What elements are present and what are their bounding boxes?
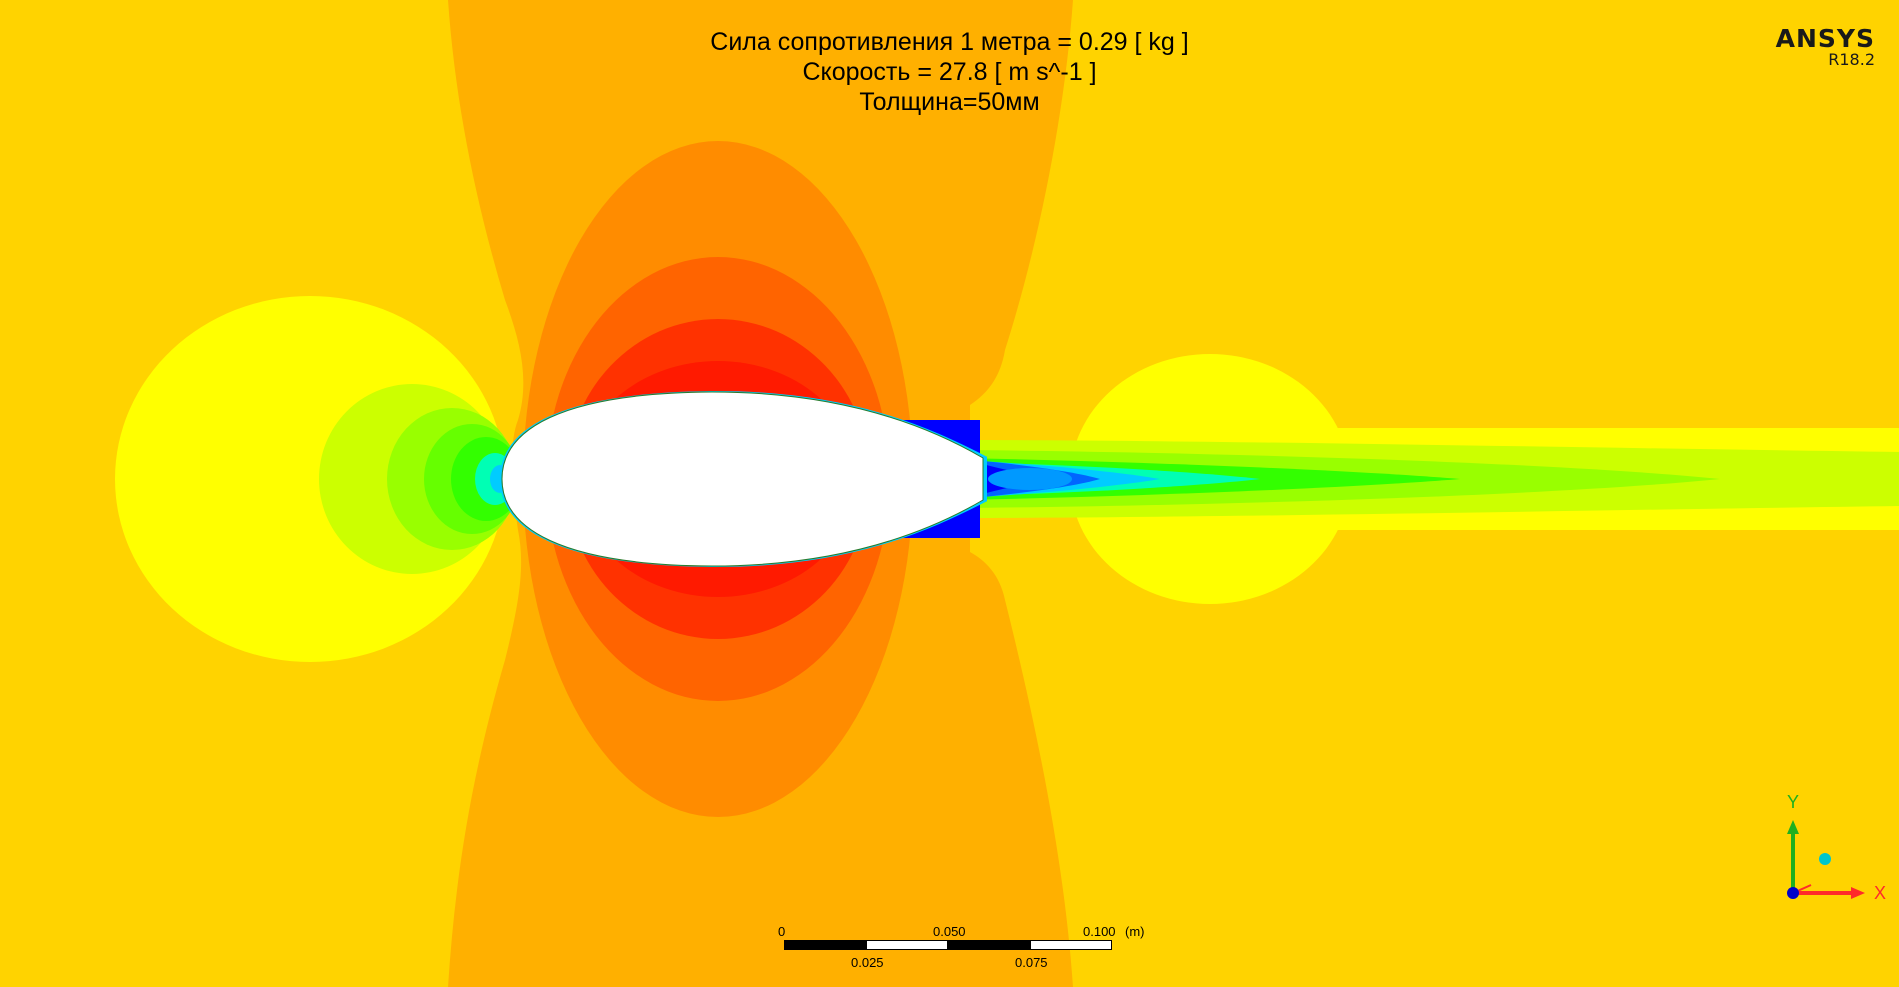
contour-wake-core: [988, 468, 1072, 490]
scale-label-0: 0: [778, 924, 786, 939]
scale-segment-4: [1030, 940, 1112, 950]
scale-segment-3: [948, 940, 1030, 950]
simulation-annotation: Сила сопротивления 1 метра = 0.29 [ kg ]…: [0, 27, 1899, 117]
scale-segment-2: [866, 940, 948, 950]
scale-label-0100: 0.100: [1083, 924, 1116, 939]
scale-label-0025: 0.025: [851, 955, 884, 970]
axis-triad[interactable]: Y X: [1765, 790, 1887, 910]
scale-label-0075: 0.075: [1015, 955, 1048, 970]
x-axis-label: X: [1874, 883, 1887, 903]
z-axis-indicator: [1819, 853, 1831, 865]
ansys-brand-text: ANSYS: [1775, 24, 1875, 53]
ansys-logo: ANSYS R18.2: [1776, 26, 1875, 68]
x-axis-arrow-head: [1851, 887, 1865, 899]
ansys-version-text: R18.2: [1828, 50, 1875, 69]
thickness-label: Толщина=50мм: [859, 88, 1040, 116]
drag-force-label: Сила сопротивления 1 метра = 0.29 [ kg ]: [710, 28, 1189, 56]
triad-graphic: [1787, 820, 1865, 899]
triad-origin: [1787, 887, 1799, 899]
scale-bar: 0 0.050 0.100 (m) 0.025 0.075: [778, 922, 1145, 982]
y-axis-arrow-head: [1787, 820, 1799, 834]
velocity-label: Скорость = 27.8 [ m s^-1 ]: [802, 58, 1097, 86]
scale-segment-1: [784, 940, 866, 950]
y-axis-label: Y: [1787, 792, 1800, 812]
scale-label-0050: 0.050: [933, 924, 966, 939]
airfoil-body: [501, 391, 984, 567]
scale-unit-label: (m): [1125, 924, 1145, 939]
